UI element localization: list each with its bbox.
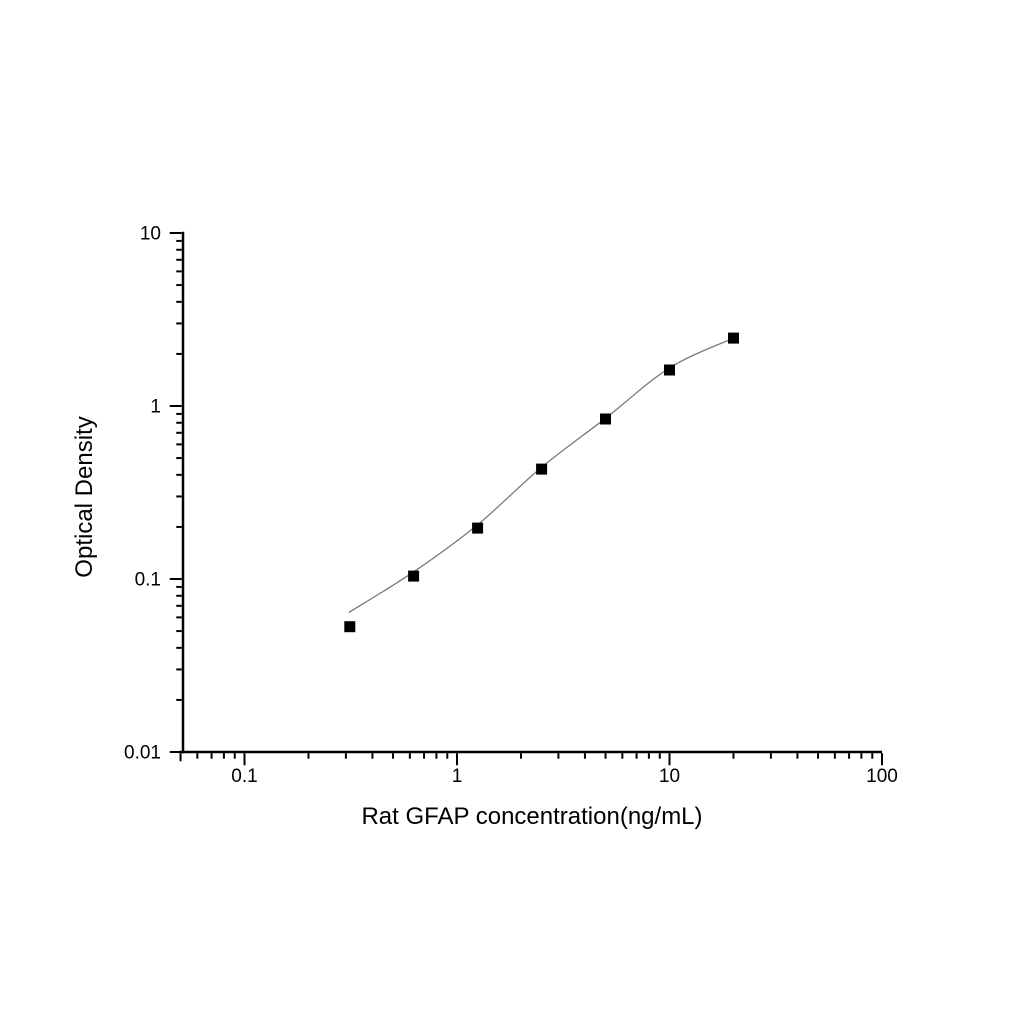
fit-curve-layer (348, 337, 734, 614)
x-axis-title: Rat GFAP concentration(ng/mL) (361, 803, 702, 830)
y-tick-label: 10 (140, 224, 161, 245)
x-tick-label: 10 (659, 766, 680, 787)
tick-labels-layer: 0.1 1 10 100 10 1 0.1 0.01 (124, 224, 898, 788)
ticks-layer (169, 232, 883, 766)
x-tick-label: 0.1 (231, 766, 257, 787)
y-tick-label: 0.01 (124, 743, 161, 764)
data-point (408, 570, 420, 582)
x-tick-label: 1 (452, 766, 463, 787)
data-point (344, 621, 356, 633)
fit-curve-line (348, 337, 734, 614)
data-points-layer (344, 332, 739, 633)
y-tick-label: 1 (150, 397, 161, 418)
data-point (664, 364, 675, 376)
axes-layer (179, 231, 882, 754)
y-axis-title: Optical Density (71, 416, 98, 577)
data-point (472, 522, 484, 534)
data-point (600, 413, 611, 425)
data-point (728, 332, 739, 344)
data-point (536, 463, 548, 475)
x-tick-label: 100 (866, 766, 898, 787)
y-tick-label: 0.1 (135, 570, 161, 591)
